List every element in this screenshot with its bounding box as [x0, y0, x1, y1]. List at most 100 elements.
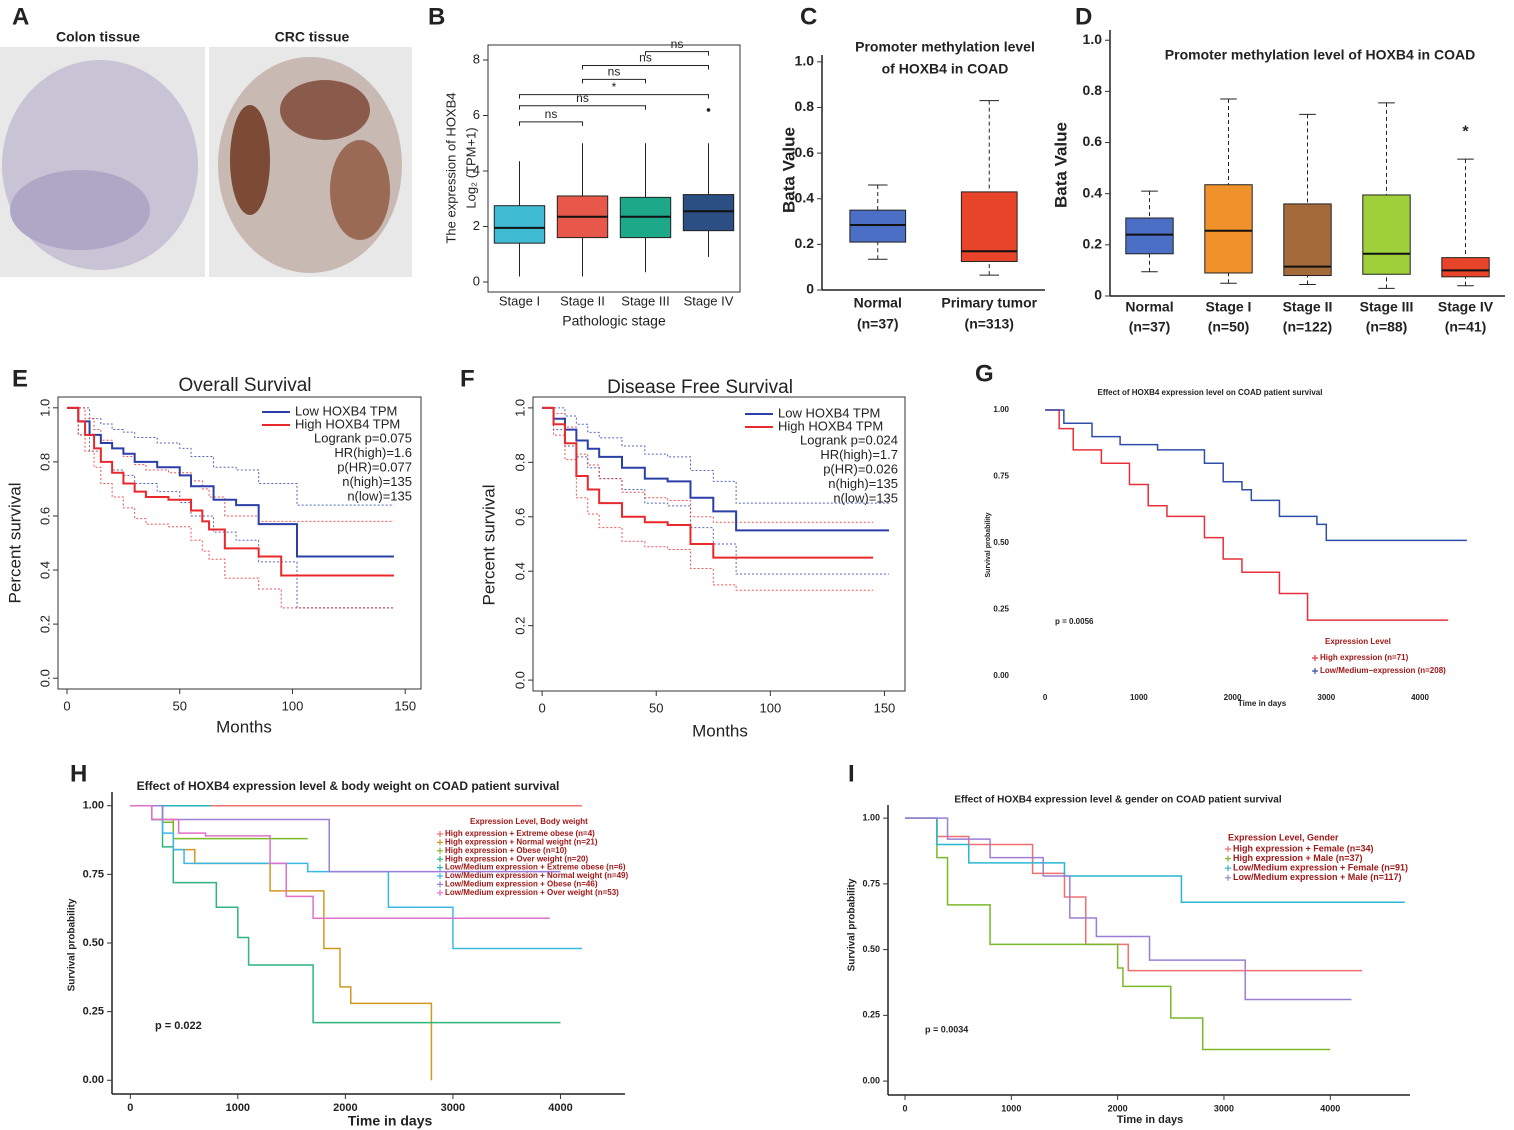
y-tick-label: 0.25 — [862, 1010, 880, 1020]
y-tick-label: 0.75 — [993, 472, 1009, 481]
panel-letter: I — [848, 760, 855, 787]
annotation: Logrank p=0.024 — [800, 432, 898, 447]
x-axis-label: Months — [216, 717, 272, 736]
legend-marker — [437, 839, 443, 846]
outlier — [706, 108, 711, 112]
annotation: p = 0.0034 — [925, 1024, 968, 1034]
legend-marker — [437, 873, 443, 879]
y-tick-label: 8 — [473, 51, 480, 66]
panel-letter: H — [70, 760, 87, 787]
x-tick-label: 2000 — [1224, 693, 1242, 702]
x-tick-count: (n=41) — [1445, 319, 1487, 335]
chart-title: Effect of HOXB4 expression level & gende… — [954, 795, 1282, 806]
y-tick-label: 2 — [473, 218, 480, 233]
significance-label: * — [1462, 124, 1469, 141]
legend-label: High expression + Over weight (n=20) — [445, 854, 588, 863]
panel-letter: A — [12, 3, 29, 30]
legend-label: High HOXB4 TPM — [778, 418, 883, 433]
survival-curve — [130, 804, 308, 840]
legend-label: Low/Medium expression + Over weight (n=5… — [445, 888, 619, 897]
survival-curve — [905, 817, 1352, 1001]
x-tick-label: 50 — [173, 698, 187, 713]
x-tick-count: (n=88) — [1366, 319, 1408, 335]
y-tick-label: 0.00 — [83, 1074, 104, 1086]
box — [1125, 217, 1174, 255]
y-tick-label: 0.50 — [862, 944, 880, 954]
x-tick-label: 3000 — [441, 1102, 465, 1114]
x-tick-label: Stage I — [1206, 299, 1252, 315]
x-tick-label: 1000 — [1001, 1103, 1021, 1113]
y-axis-label: Bata Value — [779, 127, 798, 213]
y-tick-label: 1.00 — [862, 813, 880, 823]
annotation: Logrank p=0.075 — [314, 430, 412, 445]
y-tick-label: 0.6 — [795, 144, 815, 160]
annotation: p(HR)=0.077 — [337, 459, 412, 474]
survival-curve — [130, 804, 550, 920]
confidence-line — [67, 407, 394, 609]
y-tick-label: 0.6 — [1083, 133, 1103, 149]
legend-marker — [1225, 855, 1231, 862]
survival-curve — [542, 406, 874, 559]
x-tick-label: Stage IV — [684, 293, 734, 308]
legend-label: High expression + Extreme obese (n=4) — [445, 829, 595, 838]
box — [1441, 257, 1490, 278]
y-axis-label: Survival probability — [847, 878, 858, 971]
x-tick-label: 4000 — [1320, 1103, 1340, 1113]
x-tick-count: (n=122) — [1283, 319, 1332, 335]
x-tick-label: 100 — [282, 698, 304, 713]
y-tick-label: 0.2 — [795, 235, 815, 251]
legend-label: Low/Medium expression + Male (n=117) — [1233, 872, 1402, 882]
y-tick-label: 0 — [1094, 287, 1102, 303]
legend-label: Low HOXB4 TPM — [295, 403, 397, 418]
annotation: p = 0.022 — [155, 1020, 202, 1032]
tissue — [10, 170, 150, 250]
plot-frame — [57, 396, 422, 690]
y-axis-label: Survival probability — [67, 898, 78, 991]
y-axis-label: Log₂ (TPM+1) — [463, 127, 478, 208]
x-tick-label: 0 — [539, 700, 546, 715]
y-tick-label: 0.2 — [512, 617, 527, 635]
annotation: HR(high)=1.6 — [334, 445, 412, 460]
significance-label: ns — [608, 65, 621, 79]
box — [1362, 194, 1411, 275]
y-tick-label: 0 — [806, 281, 814, 297]
x-tick-label: Stage III — [621, 293, 669, 308]
y-tick-label: 0.00 — [993, 671, 1009, 680]
panel-letter: B — [428, 3, 445, 30]
y-tick-label: 0.75 — [862, 878, 880, 888]
chart-title: Disease Free Survival — [607, 377, 793, 398]
survival-curve — [67, 406, 394, 558]
significance-bracket — [582, 78, 646, 84]
legend-title: Expression Level — [1325, 637, 1391, 646]
y-tick-label: 1.0 — [512, 399, 527, 417]
survival-curve — [905, 817, 1363, 972]
x-tick-label: 0 — [903, 1103, 908, 1113]
y-tick-label: 0.8 — [512, 453, 527, 471]
x-tick-label: Stage II — [560, 293, 605, 308]
survival-curve — [905, 817, 1405, 904]
survival-curve — [130, 804, 582, 950]
confidence-line — [542, 407, 890, 504]
annotation: HR(high)=1.7 — [820, 447, 898, 462]
box — [1204, 184, 1253, 274]
y-axis-label: Bata Value — [1051, 122, 1070, 208]
x-tick-label: Normal — [854, 295, 902, 311]
x-tick-count: (n=37) — [1129, 319, 1171, 335]
y-tick-label: 0.4 — [37, 561, 52, 579]
y-tick-label: 6 — [473, 107, 480, 122]
chart-title: Promoter methylation level — [855, 39, 1035, 55]
legend-marker — [437, 881, 443, 888]
chart-title: Promoter methylation level of HOXB4 in C… — [1165, 47, 1475, 63]
y-tick-label: 0.4 — [1083, 184, 1103, 200]
tissue — [230, 105, 270, 215]
significance-label: ns — [545, 107, 558, 121]
significance-bracket — [582, 65, 709, 70]
x-tick-label: 4000 — [548, 1102, 572, 1114]
legend-label: High HOXB4 TPM — [295, 416, 400, 431]
legend-label: Low/Medium expression + Obese (n=46) — [445, 880, 598, 889]
annotation: n(low)=135 — [347, 488, 412, 503]
box — [682, 194, 735, 232]
box — [849, 209, 907, 243]
x-axis-label: Time in days — [1117, 1114, 1183, 1126]
